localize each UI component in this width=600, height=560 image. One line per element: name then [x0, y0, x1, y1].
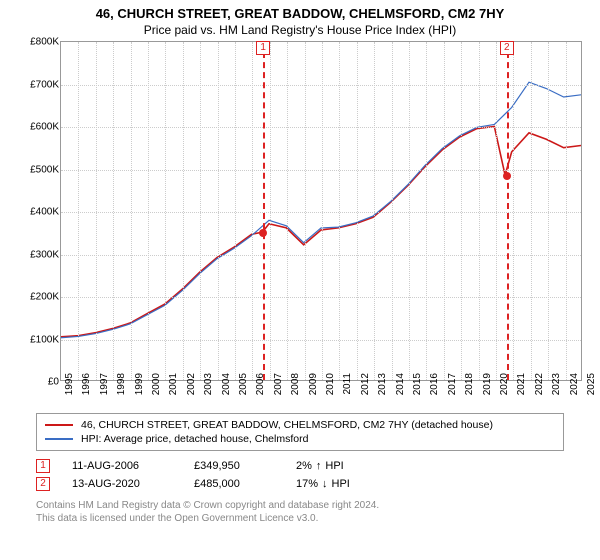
- events-table: 1 11-AUG-2006 £349,950 2% ↑ HPI 2 13-AUG…: [36, 457, 564, 493]
- y-axis-tick-label: £400K: [25, 207, 59, 218]
- series-line-hpi: [61, 82, 581, 338]
- event-date: 13-AUG-2020: [72, 478, 172, 490]
- x-axis-tick-label: 2008: [290, 373, 301, 395]
- x-axis-tick-label: 2016: [429, 373, 440, 395]
- event-marker-icon: 1: [36, 459, 50, 473]
- y-axis-tick-label: £200K: [25, 292, 59, 303]
- footer-attribution: Contains HM Land Registry data © Crown c…: [36, 499, 564, 525]
- x-axis-tick-label: 2004: [221, 373, 232, 395]
- x-axis-tick-label: 2007: [273, 373, 284, 395]
- x-axis-tick-label: 2012: [360, 373, 371, 395]
- legend-label: 46, CHURCH STREET, GREAT BADDOW, CHELMSF…: [81, 419, 493, 431]
- x-axis-tick-label: 2017: [447, 373, 458, 395]
- arrow-down-icon: ↓: [322, 478, 328, 490]
- legend: 46, CHURCH STREET, GREAT BADDOW, CHELMSF…: [36, 413, 564, 451]
- event-price: £349,950: [194, 460, 274, 472]
- x-axis-tick-label: 1997: [99, 373, 110, 395]
- x-axis-tick-label: 2021: [516, 373, 527, 395]
- y-axis-tick-label: £300K: [25, 249, 59, 260]
- chart: £0£100K£200K£300K£400K£500K£600K£700K£80…: [36, 41, 596, 409]
- x-axis-tick-label: 2019: [482, 373, 493, 395]
- x-axis-tick-label: 2001: [168, 373, 179, 395]
- legend-item-hpi: HPI: Average price, detached house, Chel…: [45, 432, 555, 446]
- arrow-up-icon: ↑: [316, 460, 322, 472]
- x-axis-tick-label: 2023: [551, 373, 562, 395]
- event-row: 2 13-AUG-2020 £485,000 17% ↓ HPI: [36, 475, 564, 493]
- legend-label: HPI: Average price, detached house, Chel…: [81, 433, 308, 445]
- y-axis-tick-label: £500K: [25, 164, 59, 175]
- legend-swatch: [45, 438, 73, 440]
- x-axis-tick-label: 2003: [203, 373, 214, 395]
- event-diff: 2% ↑ HPI: [296, 460, 344, 472]
- chart-event-dot: [503, 172, 511, 180]
- x-axis-tick-label: 1998: [116, 373, 127, 395]
- x-axis-tick-label: 2024: [569, 373, 580, 395]
- x-axis-tick-label: 2022: [534, 373, 545, 395]
- event-marker-icon: 2: [36, 477, 50, 491]
- y-axis-tick-label: £600K: [25, 122, 59, 133]
- x-axis-tick-label: 1995: [64, 373, 75, 395]
- chart-lines-svg: [61, 42, 581, 380]
- x-axis-tick-label: 1999: [134, 373, 145, 395]
- chart-title: 46, CHURCH STREET, GREAT BADDOW, CHELMSF…: [0, 0, 600, 21]
- x-axis-tick-label: 2011: [342, 373, 353, 395]
- legend-swatch: [45, 424, 73, 426]
- y-axis-tick-label: £800K: [25, 37, 59, 48]
- y-axis-tick-label: £0: [25, 377, 59, 388]
- x-axis-tick-label: 2025: [586, 373, 597, 395]
- x-axis-tick-label: 2005: [238, 373, 249, 395]
- x-axis-tick-label: 2013: [377, 373, 388, 395]
- chart-event-marker: 1: [256, 41, 270, 55]
- x-axis-tick-label: 1996: [81, 373, 92, 395]
- x-axis-tick-label: 2009: [308, 373, 319, 395]
- x-axis-tick-label: 2015: [412, 373, 423, 395]
- series-line-price_paid: [61, 127, 581, 337]
- y-axis-tick-label: £100K: [25, 334, 59, 345]
- chart-subtitle: Price paid vs. HM Land Registry's House …: [0, 21, 600, 41]
- legend-item-price-paid: 46, CHURCH STREET, GREAT BADDOW, CHELMSF…: [45, 418, 555, 432]
- event-diff: 17% ↓ HPI: [296, 478, 350, 490]
- event-price: £485,000: [194, 478, 274, 490]
- event-row: 1 11-AUG-2006 £349,950 2% ↑ HPI: [36, 457, 564, 475]
- x-axis-tick-label: 2002: [186, 373, 197, 395]
- y-axis-tick-label: £700K: [25, 79, 59, 90]
- chart-event-marker: 2: [500, 41, 514, 55]
- chart-event-dot: [259, 229, 267, 237]
- x-axis-tick-label: 2014: [395, 373, 406, 395]
- x-axis-tick-label: 2010: [325, 373, 336, 395]
- x-axis-tick-label: 2000: [151, 373, 162, 395]
- event-date: 11-AUG-2006: [72, 460, 172, 472]
- x-axis-tick-label: 2018: [464, 373, 475, 395]
- chart-plot-area: £0£100K£200K£300K£400K£500K£600K£700K£80…: [60, 41, 582, 381]
